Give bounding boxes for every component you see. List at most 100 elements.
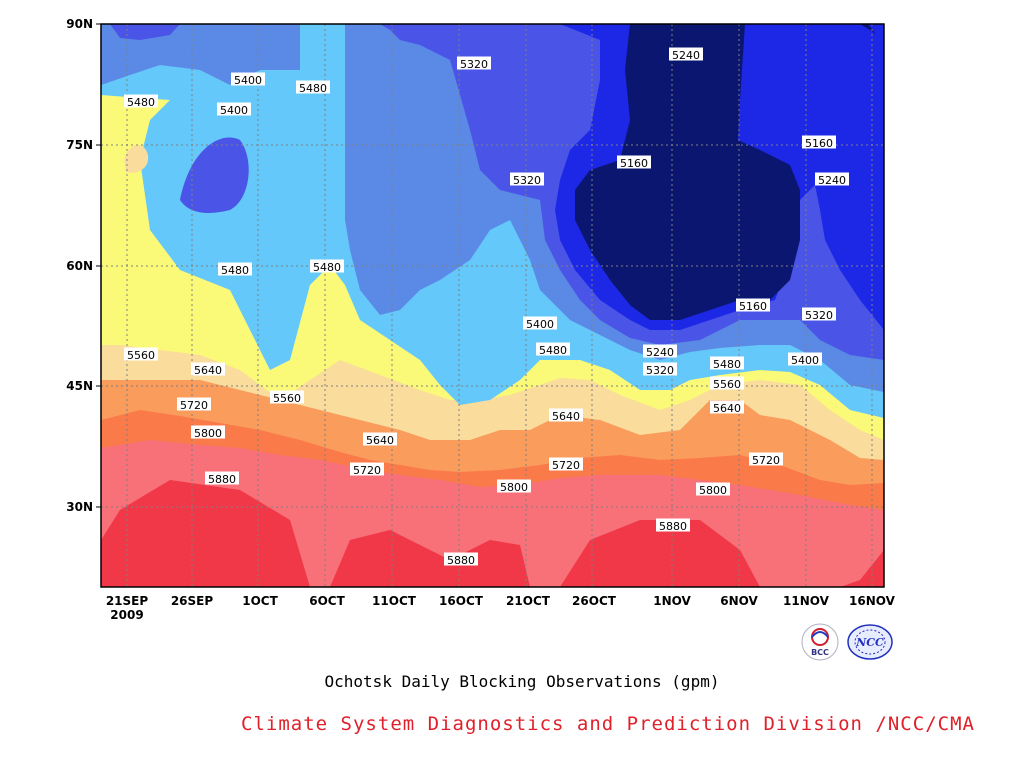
contour-label: 5160	[620, 157, 648, 170]
svg-text:NCC: NCC	[855, 636, 884, 649]
contour-label: 5240	[818, 174, 846, 187]
contour-label-box	[350, 462, 384, 476]
contour-label-box	[363, 432, 397, 446]
contour-label: 5320	[646, 364, 674, 377]
contour-label-box	[523, 316, 557, 330]
contour-label: 5720	[353, 464, 381, 477]
contour-label: 5160	[805, 137, 833, 150]
contour-label-box	[191, 362, 225, 376]
contour-label-box	[549, 457, 583, 471]
x-tick-label: 1NOV	[653, 594, 691, 608]
contour-label-box	[217, 102, 251, 116]
contour-label-box	[710, 400, 744, 414]
x-tick-label: 11NOV	[783, 594, 830, 608]
contour-label: 5400	[220, 104, 248, 117]
band-5320-5400b	[101, 24, 300, 85]
contour-label-box	[749, 452, 783, 466]
contour-label: 5640	[713, 402, 741, 415]
contour-label-box	[802, 307, 836, 321]
x-tick-label: 21OCT	[506, 594, 551, 608]
contour-label: 5640	[552, 410, 580, 423]
contour-label-box	[617, 155, 651, 169]
contour-label-box	[669, 47, 703, 61]
band-below-5160	[575, 24, 884, 320]
svg-text:BCC: BCC	[811, 648, 829, 657]
contour-label: 5800	[194, 427, 222, 440]
contour-label: 5720	[752, 454, 780, 467]
contour-label: 5320	[513, 174, 541, 187]
contour-label: 5480	[299, 82, 327, 95]
contour-label: 5800	[500, 481, 528, 494]
contour-label-box	[710, 356, 744, 370]
contour-label-box	[736, 298, 770, 312]
contour-label: 5880	[447, 554, 475, 567]
contour-label-box	[124, 94, 158, 108]
y-axis: 90N 75N 60N 45N 30N	[66, 17, 101, 514]
x-tick-label: 21SEP	[106, 594, 149, 608]
contour-label-box	[310, 259, 344, 273]
y-tick-label: 75N	[66, 138, 93, 152]
contour-label-box	[549, 408, 583, 422]
contour-label: 5480	[221, 264, 249, 277]
contour-label-box	[710, 376, 744, 390]
contour-label-box	[444, 552, 478, 566]
contour-label-box	[124, 347, 158, 361]
contour-label: 5720	[180, 399, 208, 412]
contour-label-box	[788, 352, 822, 366]
x-tick-label: 1OCT	[242, 594, 278, 608]
contour-label: 5880	[208, 473, 236, 486]
contour-label: 5480	[713, 358, 741, 371]
x-tick-label: 11OCT	[372, 594, 417, 608]
contour-label-box	[643, 362, 677, 376]
x-tick-label: 26OCT	[572, 594, 617, 608]
contour-label: 5800	[699, 484, 727, 497]
contour-label-box	[696, 482, 730, 496]
x-tick-label: 26SEP	[171, 594, 214, 608]
contour-label-box	[510, 172, 544, 186]
contour-label: 5560	[713, 378, 741, 391]
contour-label-box	[457, 56, 491, 70]
bcc-logo: BCC	[801, 623, 839, 661]
contour-label: 5240	[646, 346, 674, 359]
contour-label: 5320	[460, 58, 488, 71]
contour-label-box	[191, 425, 225, 439]
x-tick-label: 6OCT	[309, 594, 345, 608]
contour-label-box	[536, 342, 570, 356]
contour-label-box	[177, 397, 211, 411]
contour-label: 5240	[672, 49, 700, 62]
ncc-logo: NCC	[847, 624, 893, 660]
island-5480-75n	[124, 145, 149, 173]
contour-label: 5880	[659, 520, 687, 533]
x-tick-label: 6NOV	[720, 594, 758, 608]
contour-label-box	[231, 72, 265, 86]
y-tick-label: 60N	[66, 259, 93, 273]
contour-label: 5480	[539, 344, 567, 357]
contour-label: 5720	[552, 459, 580, 472]
contour-label-box	[218, 262, 252, 276]
contour-label: 5640	[366, 434, 394, 447]
contour-label: 5560	[127, 349, 155, 362]
plot-frame	[100, 23, 885, 588]
contour-label-box	[497, 479, 531, 493]
contour-label: 5560	[273, 392, 301, 405]
contour-label-box	[296, 80, 330, 94]
x-tick-label: 16OCT	[439, 594, 484, 608]
contour-label: 5400	[526, 318, 554, 331]
contour-label-box	[815, 172, 849, 186]
contour-label-box	[656, 518, 690, 532]
y-tick-label: 90N	[66, 17, 93, 31]
y-tick-label: 45N	[66, 379, 93, 393]
x-axis: 21SEP 26SEP 1OCT 6OCT 11OCT 16OCT 21OCT …	[106, 594, 896, 622]
contour-label: 5640	[194, 364, 222, 377]
contour-label-box	[802, 135, 836, 149]
contour-label: 5400	[234, 74, 262, 87]
contour-labels: 5240 5320 5400 5400 5480 5480 5160 5160 5240 5320…	[124, 47, 849, 567]
x-year-label: 2009	[110, 608, 143, 622]
contour-label: 5480	[127, 96, 155, 109]
contour-label: 5480	[313, 261, 341, 274]
chart-credit: Climate System Diagnostics and Predictio…	[241, 713, 975, 735]
y-tick-label: 30N	[66, 500, 93, 514]
x-tick-label: 16NOV	[849, 594, 896, 608]
contour-label: 5400	[791, 354, 819, 367]
contour-label-box	[643, 344, 677, 358]
